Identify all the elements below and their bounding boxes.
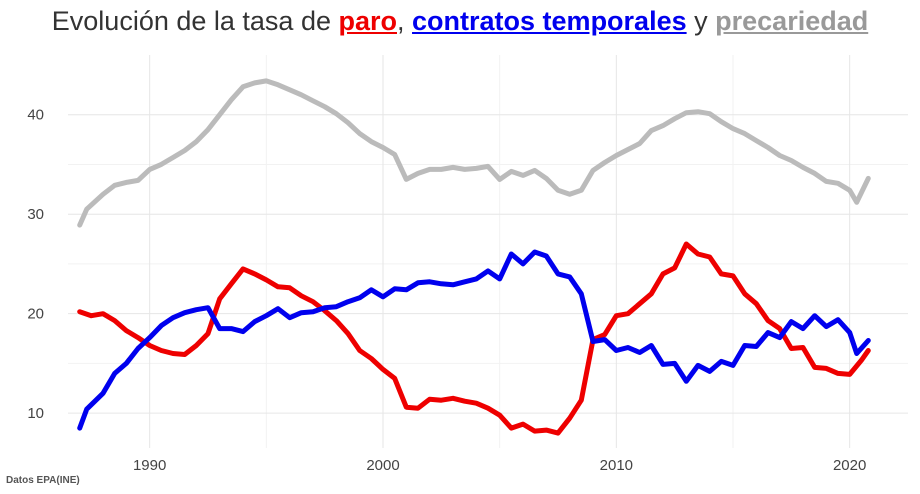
y-tick-label: 20 — [27, 306, 44, 323]
y-tick-label: 40 — [27, 107, 44, 124]
tick-labels: 1990 2000 2010 2020 10 20 30 40 — [27, 107, 866, 474]
y-tick-label: 30 — [27, 206, 44, 223]
y-tick-label: 10 — [27, 405, 44, 422]
title-prefix: Evolución de la tasa de — [51, 6, 339, 36]
series-line-precariedad — [77, 78, 871, 228]
source-note: Datos EPA(INE) — [6, 475, 80, 486]
grid — [68, 55, 908, 448]
x-tick-label: 1990 — [133, 457, 166, 474]
title-paro: paro — [338, 6, 397, 36]
chart-title: Evolución de la tasa de paro, contratos … — [0, 6, 920, 37]
series-line-contratos-temporales — [77, 249, 871, 431]
title-y: y — [694, 6, 708, 36]
title-precariedad: precariedad — [715, 6, 869, 36]
series-line-paro — [77, 241, 871, 436]
series-group — [77, 78, 871, 436]
x-tick-label: 2010 — [600, 457, 633, 474]
x-tick-label: 2000 — [366, 457, 399, 474]
title-contratos: contratos temporales — [412, 6, 687, 36]
x-tick-label: 2020 — [833, 457, 866, 474]
title-sep: , — [397, 6, 405, 36]
